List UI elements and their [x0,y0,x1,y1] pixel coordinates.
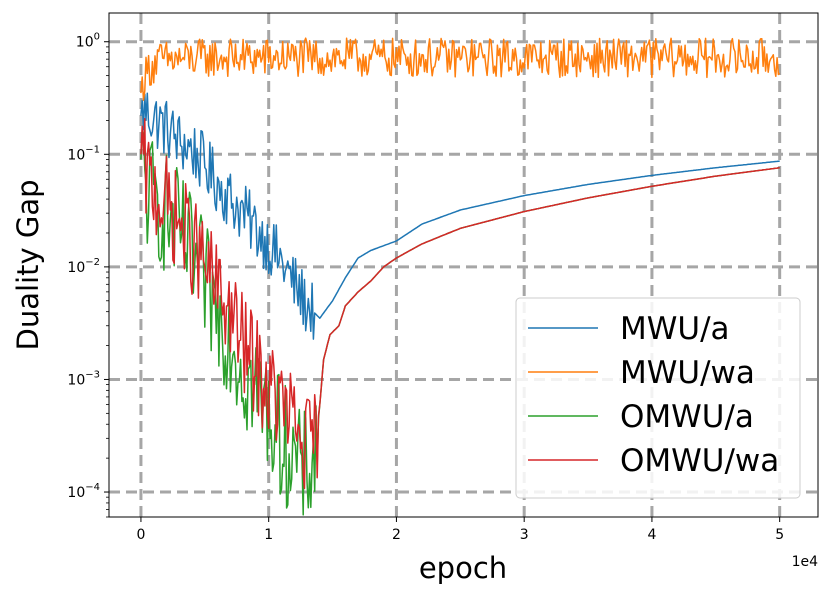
x-tick-label: 2 [392,527,401,543]
series-line-mwu-wa [140,37,781,102]
y-axis-label: Duality Gap [11,180,45,351]
x-axis-multiplier-label: 1e4 [792,554,819,570]
x-tick-label: 0 [136,527,145,543]
y-tick-label: 100 [76,32,100,51]
y-tick-label: 10−2 [67,257,100,276]
x-tick-label: 4 [647,527,656,543]
series-layer [140,37,781,516]
axes: 0 1 2 3 4 5 100 10−1 10−2 10−3 10−4 [67,32,784,543]
legend-label: MWU/wa [620,355,755,391]
series-line-mwu-a [140,92,780,340]
y-tick-label: 10−3 [67,369,100,388]
plot-frame [108,12,819,518]
x-axis-label: epoch [419,551,507,585]
x-tick-label: 3 [520,527,529,543]
x-tick-label: 1 [264,527,273,543]
series-line-omwu-wa [140,117,780,490]
legend-label: OMWU/a [620,399,754,435]
legend-box [515,297,801,499]
y-tick-label: 10−1 [67,144,100,163]
legend: MWU/a MWU/wa OMWU/a OMWU/wa [515,297,801,499]
legend-label: OMWU/wa [620,443,779,479]
x-tick-label: 5 [775,527,784,543]
legend-label: MWU/a [620,311,730,347]
y-tick-label: 10−4 [67,482,100,501]
